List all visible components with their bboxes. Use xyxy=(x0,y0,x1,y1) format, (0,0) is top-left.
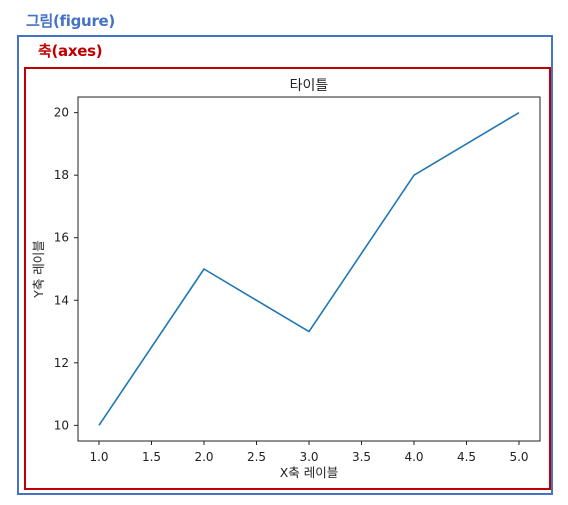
x-tick-label: 2.5 xyxy=(247,450,266,464)
y-ticks: 10 12 14 16 18 20 xyxy=(54,106,78,432)
figure-frame xyxy=(17,35,553,495)
y-axis-label: Y축 레이블 xyxy=(31,240,46,299)
y-tick-label: 18 xyxy=(54,168,69,182)
x-ticks: 1.0 1.5 2.0 2.5 3.0 3.5 4.0 4.5 5.0 xyxy=(89,441,529,464)
axes-label: 축(axes) xyxy=(38,42,103,60)
x-tick-label: 1.5 xyxy=(142,450,161,464)
x-tick-label: 3.5 xyxy=(352,450,371,464)
x-tick-label: 4.0 xyxy=(404,450,423,464)
x-tick-label: 3.0 xyxy=(299,450,318,464)
x-tick-label: 1.0 xyxy=(89,450,108,464)
y-tick-label: 20 xyxy=(54,106,69,120)
x-axis-label: X축 레이블 xyxy=(280,465,339,480)
chart-title: 타이틀 xyxy=(290,78,329,94)
y-tick-label: 12 xyxy=(54,356,69,370)
axes-frame xyxy=(24,67,551,490)
series-line xyxy=(98,111,520,426)
x-tick-label: 5.0 xyxy=(509,450,528,464)
y-tick-label: 14 xyxy=(54,293,69,307)
plot-area xyxy=(77,96,541,442)
y-tick-label: 16 xyxy=(54,231,69,245)
y-tick-label: 10 xyxy=(54,418,69,432)
series-group xyxy=(98,111,520,426)
x-tick-label: 4.5 xyxy=(457,450,476,464)
x-tick-label: 2.0 xyxy=(194,450,213,464)
figure-label: 그림(figure) xyxy=(26,12,115,30)
